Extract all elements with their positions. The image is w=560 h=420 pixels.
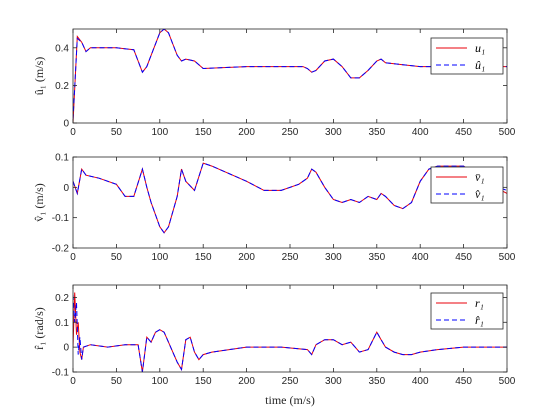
x-tick-label: 400 — [412, 376, 429, 387]
x-tick-label: 250 — [282, 127, 299, 138]
y-tick-label: 0.1 — [55, 153, 69, 164]
subplot-1: 0 50 100 150 200 250 300 350 400 450 500 0 0.2 0.4 û₁ … — [32, 28, 516, 138]
x-tick-label: 150 — [195, 376, 212, 387]
y-tick-label: 0 — [63, 183, 69, 194]
subplot-3: 0 50 100 150 200 250 300 350 400 450 500-0.100.10.… — [32, 284, 516, 387]
x-tick-label: 500 — [499, 127, 516, 138]
x-tick-label: 500 — [499, 252, 516, 263]
x-tick-label: 100 — [151, 376, 168, 387]
x-tick-label: 50 — [111, 252, 123, 263]
legend-box — [430, 37, 504, 75]
y-tick-label: 0.1 — [55, 318, 69, 329]
x-tick-label: 450 — [455, 127, 472, 138]
x-tick-label: 350 — [368, 252, 385, 263]
y-tick-label: 0.2 — [55, 293, 69, 304]
legend-entry: v̄₁ — [475, 170, 485, 184]
x-tick-label: 350 — [368, 127, 385, 138]
y-tick-label: 0 — [63, 119, 69, 130]
x-tick-label: 150 — [195, 252, 212, 263]
y-tick-label: 0.4 — [55, 43, 69, 54]
legend: u₁ û₁ — [430, 37, 504, 75]
legend-entry: r̂₁ — [475, 313, 484, 327]
legend-entry: û₁ — [475, 58, 485, 72]
x-tick-label: 50 — [111, 127, 123, 138]
x-tick-label: 350 — [368, 376, 385, 387]
subplot-2: 0 50 100 150 200 250 300 350 400 450 500 -0.2 -0.1 0 0… — [32, 153, 516, 264]
x-tick-label: 100 — [151, 127, 168, 138]
y-tick-label: -0.1 — [52, 213, 70, 224]
x-tick-label: 250 — [282, 376, 299, 387]
series-line-estimate — [73, 162, 507, 234]
x-tick-label: 500 — [499, 376, 516, 387]
x-tick-label: 200 — [238, 252, 255, 263]
legend: v̄₁ v̂₁ — [430, 166, 504, 204]
x-tick-label: 0 — [70, 252, 76, 263]
legend-entry: v̂₁ — [475, 187, 485, 201]
series-line-estimate — [73, 294, 507, 372]
y-tick-label: -0.2 — [52, 244, 70, 255]
legend-entry: r₁ — [475, 296, 484, 310]
x-tick-label: 200 — [238, 376, 255, 387]
x-tick-label: 300 — [325, 127, 342, 138]
x-tick-label: 200 — [238, 127, 255, 138]
x-tick-label: 450 — [455, 252, 472, 263]
legend-box — [430, 292, 504, 330]
x-tick-label: 50 — [111, 376, 123, 387]
y-tick-label: -0.1 — [52, 368, 70, 379]
x-axis-label: time (m/s) — [265, 393, 315, 407]
y-tick-label: 0.2 — [55, 81, 69, 92]
y-axis-label: v̂₁ (m/s) — [32, 183, 46, 222]
y-tick-label: 0 — [63, 343, 69, 354]
x-tick-label: 250 — [282, 252, 299, 263]
x-tick-label: 300 — [325, 252, 342, 263]
legend: r₁ r̂₁ — [430, 292, 504, 330]
x-tick-label: 300 — [325, 376, 342, 387]
x-tick-label: 400 — [412, 252, 429, 263]
y-axis-label: û₁ (m/s) — [32, 57, 46, 96]
x-tick-label: 450 — [455, 376, 472, 387]
x-tick-label: 0 — [70, 376, 76, 387]
x-tick-label: 100 — [151, 252, 168, 263]
y-axis-label: r̂₁ (rad/s) — [32, 307, 46, 350]
x-tick-label: 150 — [195, 127, 212, 138]
x-tick-label: 400 — [412, 127, 429, 138]
legend-box — [430, 166, 504, 204]
x-tick-label: 0 — [70, 127, 76, 138]
series-line-estimate — [73, 29, 507, 120]
legend-entry: u₁ — [475, 41, 485, 55]
